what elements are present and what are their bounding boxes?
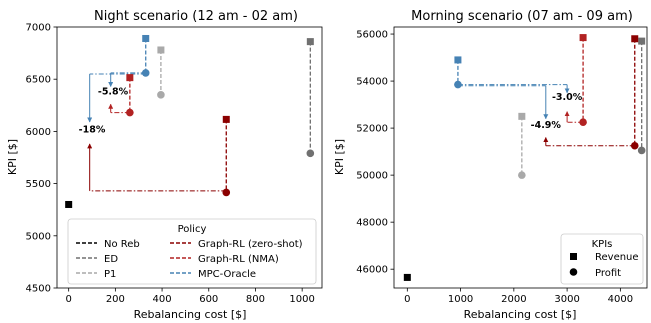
revenue-point-graph-rl-zero-shot — [222, 115, 230, 123]
profit-point-graph-rl-nma — [579, 118, 587, 127]
x-tick-label: 400 — [153, 294, 172, 305]
y-tick-label: 5500 — [26, 179, 51, 190]
y-axis-label: KPI [$] — [6, 139, 19, 175]
legend-entry-p1: P1 — [104, 269, 116, 280]
legend: KPIs Revenue Profit — [560, 233, 644, 285]
y-tick-label: 6500 — [26, 75, 51, 86]
x-tick-label: 0 — [65, 294, 71, 305]
legend-title: KPIs — [592, 239, 613, 250]
y-tick-label: 4500 — [26, 284, 51, 295]
x-axis-label: Rebalancing cost [$] — [464, 308, 577, 321]
profit-point-ed — [637, 146, 646, 155]
y-tick-label: 6000 — [26, 127, 51, 138]
x-tick-label: 800 — [246, 294, 265, 305]
percent-change-label: -18% — [79, 124, 106, 135]
percent-change-label: -4.9% — [531, 120, 562, 131]
revenue-point-graph-rl-nma — [579, 34, 587, 42]
night-chart: Night scenario (12 am - 02 am) -5.8% -18%… — [6, 9, 323, 321]
x-tick-label: 200 — [106, 294, 125, 305]
revenue-point-mpc-oracle — [454, 56, 462, 64]
x-axis-label: Rebalancing cost [$] — [134, 308, 247, 321]
legend-entry-profit: Profit — [595, 268, 621, 279]
legend: Policy No Reb ED P1 Graph-RL (zero-shot)… — [67, 218, 317, 285]
percent-change-label: -3.0% — [552, 92, 583, 103]
profit-point-graph-rl-zero-shot — [222, 188, 231, 197]
revenue-point-no-reb — [65, 200, 73, 208]
plot-frame — [56, 26, 323, 289]
legend-box — [67, 218, 317, 285]
percent-change-label: -5.8% — [98, 86, 129, 97]
morning-chart: Morning scenario (07 am - 09 am) -3.0% -4… — [333, 9, 648, 321]
legend-entry-mpc-oracle: MPC-Oracle — [198, 269, 256, 280]
y-tick-label: 48000 — [356, 218, 388, 229]
revenue-point-no-reb — [403, 273, 411, 281]
legend-revenue-marker — [570, 253, 577, 260]
x-tick-label: 2000 — [501, 294, 526, 305]
profit-point-p1 — [518, 171, 526, 179]
chart-title: Morning scenario (07 am - 09 am) — [411, 9, 633, 24]
chart-title: Night scenario (12 am - 02 am) — [94, 9, 298, 24]
revenue-point-graph-rl-nma — [126, 74, 134, 82]
revenue-point-ed — [306, 38, 314, 46]
revenue-point-ed — [638, 37, 646, 45]
y-tick-label: 46000 — [356, 265, 388, 276]
legend-profit-marker — [569, 268, 578, 276]
y-tick-label: 52000 — [356, 124, 388, 135]
legend-title: Policy — [178, 224, 207, 235]
profit-point-graph-rl-nma — [126, 108, 134, 117]
y-tick-label: 50000 — [356, 171, 388, 182]
profit-point-graph-rl-zero-shot — [630, 141, 639, 150]
legend-entry-revenue: Revenue — [595, 252, 639, 263]
revenue-point-p1 — [518, 112, 526, 120]
plot-frame — [393, 26, 648, 289]
profit-point-mpc-oracle — [141, 69, 150, 77]
x-tick-label: 3000 — [554, 294, 579, 305]
legend-entry-no-reb: No Reb — [104, 239, 140, 250]
profit-point-ed — [306, 149, 315, 158]
x-tick-label: 1000 — [289, 294, 314, 305]
x-tick-label: 0 — [404, 294, 410, 305]
x-tick-label: 1000 — [448, 294, 473, 305]
y-tick-label: 7000 — [26, 23, 51, 34]
revenue-point-p1 — [157, 46, 165, 54]
x-tick-label: 4000 — [608, 294, 633, 305]
revenue-point-graph-rl-zero-shot — [631, 35, 639, 43]
legend-entry-ed: ED — [104, 254, 118, 265]
x-tick-label: 600 — [199, 294, 218, 305]
legend-entry-graph-rl-nma: Graph-RL (NMA) — [198, 254, 279, 265]
legend-box — [560, 233, 644, 285]
y-tick-label: 5000 — [26, 231, 51, 242]
profit-point-mpc-oracle — [454, 80, 462, 89]
revenue-point-mpc-oracle — [142, 34, 150, 42]
y-axis-label: KPI [$] — [333, 139, 346, 175]
y-tick-label: 56000 — [356, 30, 388, 41]
y-tick-label: 54000 — [356, 77, 388, 88]
profit-point-p1 — [157, 91, 165, 99]
legend-entry-graph-rl-zero-shot: Graph-RL (zero-shot) — [198, 239, 303, 250]
